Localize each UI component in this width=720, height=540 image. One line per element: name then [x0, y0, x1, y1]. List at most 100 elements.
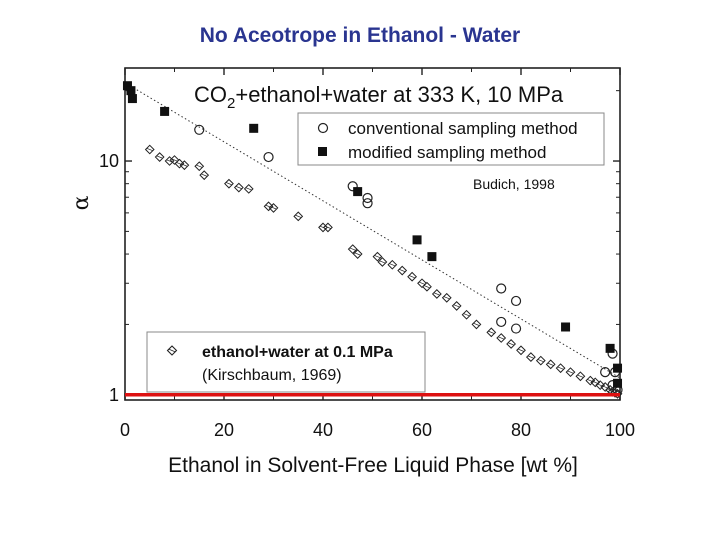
diamond-stroke	[201, 173, 208, 177]
data-point-diamond	[565, 367, 576, 378]
y-tick-label: 1	[109, 385, 119, 405]
data-point-diamond	[397, 265, 408, 276]
data-point-square	[127, 94, 137, 104]
diamond-stroke	[443, 296, 450, 300]
data-point-diamond	[199, 170, 210, 181]
data-point-diamond	[243, 183, 254, 194]
data-point-diamond	[179, 160, 190, 171]
data-point-square	[613, 363, 623, 373]
data-point-diamond	[516, 345, 526, 356]
diamond-stroke	[399, 269, 406, 273]
legend-bottom-box	[146, 331, 426, 393]
diamond-stroke	[349, 247, 356, 251]
diamond-stroke	[453, 304, 460, 308]
data-point-circle	[510, 295, 522, 307]
data-point-circle	[194, 124, 205, 135]
diamond-stroke	[537, 359, 544, 363]
diamond-stroke	[196, 164, 203, 168]
data-point-square	[427, 252, 437, 262]
data-point-diamond	[372, 251, 383, 262]
diamond-stroke	[433, 292, 440, 296]
diamond-stroke	[498, 336, 505, 340]
y-axis-label: α	[69, 195, 94, 210]
x-tick-label: 60	[412, 420, 432, 440]
diamond-stroke	[567, 370, 574, 374]
x-tick-label: 100	[605, 420, 635, 440]
diamond-stroke	[547, 362, 554, 366]
data-point-diamond	[431, 289, 442, 299]
data-point-square	[122, 81, 132, 91]
data-point-square	[613, 378, 623, 388]
diamond-stroke	[379, 260, 386, 264]
data-point-circle	[362, 192, 373, 204]
data-point-circle	[600, 367, 611, 378]
data-point-diamond	[293, 211, 304, 222]
data-point-diamond	[154, 152, 165, 162]
data-point-diamond	[471, 319, 482, 330]
data-point-square	[126, 86, 136, 96]
data-point-diamond	[451, 301, 462, 311]
data-point-diamond	[144, 144, 155, 155]
chart-title-subscript: 2	[227, 95, 235, 112]
legend-bottom-sublabel: (Kirschbaum, 1969)	[202, 367, 342, 384]
diamond-stroke	[418, 281, 426, 285]
data-point-diamond	[535, 355, 546, 366]
data-point-diamond	[387, 259, 398, 270]
diamond-stroke	[527, 355, 535, 359]
legend-top-label-2: modified sampling method	[348, 143, 546, 162]
chart-title: CO2+ethanol+water at 333 K, 10 MPa	[194, 82, 564, 112]
data-point-diamond	[575, 371, 586, 382]
data-point-diamond	[224, 178, 234, 189]
data-point-diamond	[600, 382, 611, 392]
chart-title-part: +ethanol+water at 333 K, 10 MPa	[235, 82, 564, 107]
chart-title-part: CO	[194, 82, 227, 107]
diamond-stroke	[374, 255, 381, 259]
legend-circle-marker	[317, 122, 329, 134]
data-point-diamond	[486, 327, 497, 338]
diamond-stroke	[146, 147, 153, 152]
data-point-diamond	[417, 278, 427, 289]
slide-title: No Aceotrope in Ethanol - Water	[199, 24, 521, 47]
data-point-diamond	[169, 155, 180, 165]
data-point-square	[249, 123, 259, 133]
data-point-square	[353, 187, 363, 197]
data-point-diamond	[318, 222, 328, 233]
data-point-diamond	[555, 363, 566, 374]
data-point-diamond	[525, 352, 536, 362]
legend-bottom-label: ethanol+water at 0.1 MPa	[202, 344, 393, 361]
data-point-square	[561, 322, 571, 332]
data-point-circle	[263, 151, 274, 163]
x-axis-label: Ethanol in Solvent-Free Liquid Phase [wt…	[168, 454, 578, 477]
diamond-stroke	[517, 348, 525, 352]
diamond-stroke	[245, 187, 252, 191]
diamond-stroke	[557, 366, 564, 370]
diamond-stroke	[389, 263, 396, 267]
x-tick-label: 0	[120, 420, 130, 440]
diamond-stroke	[408, 275, 416, 279]
diamond-stroke	[181, 163, 188, 167]
diamond-stroke	[423, 285, 431, 289]
diamond-stroke	[171, 158, 178, 162]
x-tick-label: 20	[214, 420, 234, 440]
trend-line-group	[129, 85, 621, 379]
data-point-diamond	[407, 271, 418, 282]
data-points	[122, 81, 623, 399]
y-tick-label: 10	[99, 151, 119, 171]
legend-diamond-marker	[166, 345, 178, 356]
diamond-stroke	[602, 385, 609, 389]
diamond-stroke	[156, 155, 163, 159]
data-point-circle	[362, 198, 373, 209]
data-point-square	[412, 235, 422, 245]
diamond-stroke	[354, 252, 361, 256]
data-point-circle	[347, 181, 358, 192]
data-point-diamond	[233, 182, 244, 193]
diamond-stroke	[488, 330, 495, 334]
diamond-stroke	[270, 206, 277, 210]
diamond-stroke	[507, 342, 515, 346]
diamond-stroke	[577, 374, 584, 378]
diamond-stroke	[225, 182, 233, 186]
data-point-diamond	[506, 339, 517, 349]
diamond-stroke	[235, 186, 242, 190]
diamond-stroke	[463, 313, 470, 317]
